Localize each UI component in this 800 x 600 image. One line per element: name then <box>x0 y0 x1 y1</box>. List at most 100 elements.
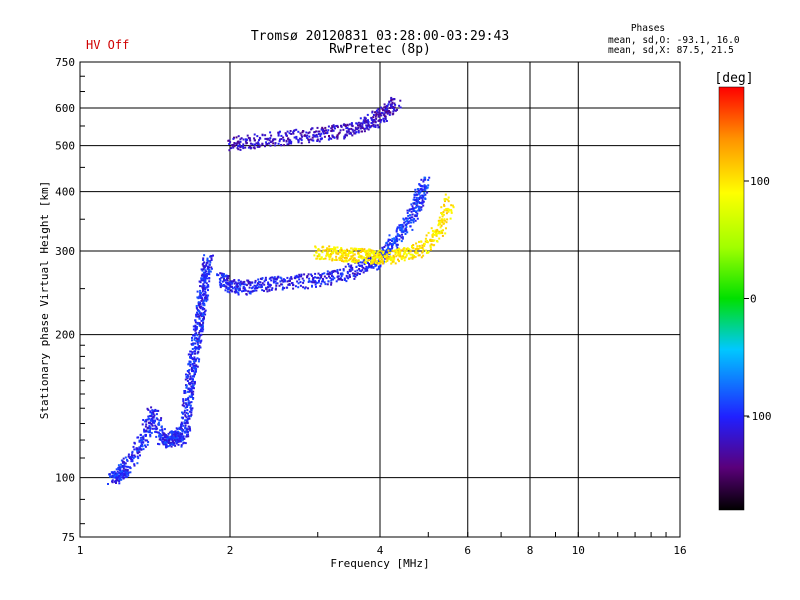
colorbar-tick-label: 100 <box>750 175 770 188</box>
scatter-point <box>249 145 251 148</box>
scatter-point <box>232 143 235 146</box>
scatter-point <box>401 233 403 236</box>
scatter-point <box>163 441 166 444</box>
scatter-point <box>162 436 165 439</box>
scatter-point <box>406 231 409 234</box>
scatter-point <box>340 257 343 260</box>
scatter-point <box>163 436 166 439</box>
scatter-point <box>331 271 333 274</box>
scatter-point <box>193 381 196 384</box>
scatter-point <box>210 267 213 270</box>
scatter-point <box>231 144 234 147</box>
scatter-point <box>189 406 192 409</box>
scatter-point <box>440 212 443 214</box>
scatter-point <box>377 256 380 259</box>
scatter-point <box>204 290 207 293</box>
scatter-point <box>389 251 392 254</box>
scatter-point <box>370 122 373 125</box>
scatter-point <box>224 279 227 282</box>
scatter-point <box>364 269 367 272</box>
scatter-point <box>150 413 153 416</box>
scatter-point <box>170 445 173 448</box>
scatter-point <box>205 264 208 267</box>
scatter-point <box>341 256 344 258</box>
scatter-point <box>189 381 192 384</box>
scatter-point <box>156 418 159 421</box>
scatter-point <box>393 242 396 245</box>
scatter-point <box>372 261 375 263</box>
scatter-point <box>350 127 353 130</box>
scatter-point <box>187 387 190 390</box>
scatter-point <box>300 139 303 142</box>
phases-o: mean, sd,O: -93.1, 16.0 <box>608 35 740 46</box>
scatter-point <box>371 251 374 254</box>
scatter-point <box>264 278 267 281</box>
scatter-point <box>115 482 117 484</box>
scatter-point <box>204 269 207 272</box>
scatter-point <box>141 444 144 446</box>
scatter-point <box>351 134 354 137</box>
y-tick-label: 300 <box>55 245 75 258</box>
scatter-point <box>161 440 164 443</box>
scatter-point <box>372 114 375 116</box>
scatter-point <box>385 255 388 258</box>
scatter-point <box>342 128 345 131</box>
scatter-point <box>412 244 415 246</box>
scatter-point <box>127 472 130 475</box>
scatter-point <box>382 255 385 258</box>
scatter-point <box>146 439 149 442</box>
scatter-point <box>188 390 191 393</box>
scatter-point <box>266 143 269 145</box>
scatter-point <box>378 267 381 270</box>
scatter-point <box>189 396 192 399</box>
scatter-point <box>445 221 448 224</box>
scatter-point <box>244 283 247 286</box>
scatter-point <box>178 435 181 438</box>
scatter-point <box>193 337 196 340</box>
scatter-point <box>443 209 446 212</box>
scatter-point <box>350 264 353 267</box>
scatter-point <box>138 446 141 449</box>
scatter-point <box>167 445 170 448</box>
scatter-point <box>365 126 368 129</box>
scatter-point <box>434 229 437 232</box>
scatter-point <box>357 264 360 267</box>
scatter-point <box>387 258 390 261</box>
scatter-point <box>369 125 372 128</box>
scatter-point <box>367 255 370 258</box>
scatter-point <box>316 255 319 258</box>
phases-x: mean, sd,X: 87.5, 21.5 <box>608 45 734 56</box>
scatter-point <box>362 271 365 274</box>
scatter-point <box>207 289 209 292</box>
scatter-point <box>389 257 392 260</box>
scatter-point <box>117 474 120 477</box>
scatter-point <box>114 480 117 482</box>
scatter-point <box>370 118 373 121</box>
scatter-point <box>201 274 204 277</box>
scatter-point <box>437 219 440 222</box>
scatter-point <box>348 265 351 268</box>
scatter-point <box>438 221 441 224</box>
scatter-point <box>141 439 144 442</box>
scatter-point <box>127 474 130 477</box>
scatter-point <box>402 225 405 228</box>
scatter-point <box>352 259 355 262</box>
scatter-point <box>191 363 194 365</box>
scatter-point <box>310 280 313 283</box>
scatter-point <box>350 268 352 271</box>
scatter-point <box>368 265 371 267</box>
scatter-point <box>191 339 193 342</box>
scatter-point <box>194 342 197 345</box>
scatter-point <box>330 130 333 133</box>
scatter-point <box>199 341 202 344</box>
scatter-point <box>140 448 143 451</box>
scatter-point <box>199 292 202 294</box>
scatter-point <box>243 280 246 283</box>
scatter-point <box>170 438 173 441</box>
scatter-point <box>343 251 345 254</box>
scatter-point <box>342 269 345 272</box>
scatter-point <box>286 280 289 283</box>
scatter-point <box>142 441 145 444</box>
scatter-point <box>198 315 201 318</box>
scatter-point <box>425 249 428 252</box>
